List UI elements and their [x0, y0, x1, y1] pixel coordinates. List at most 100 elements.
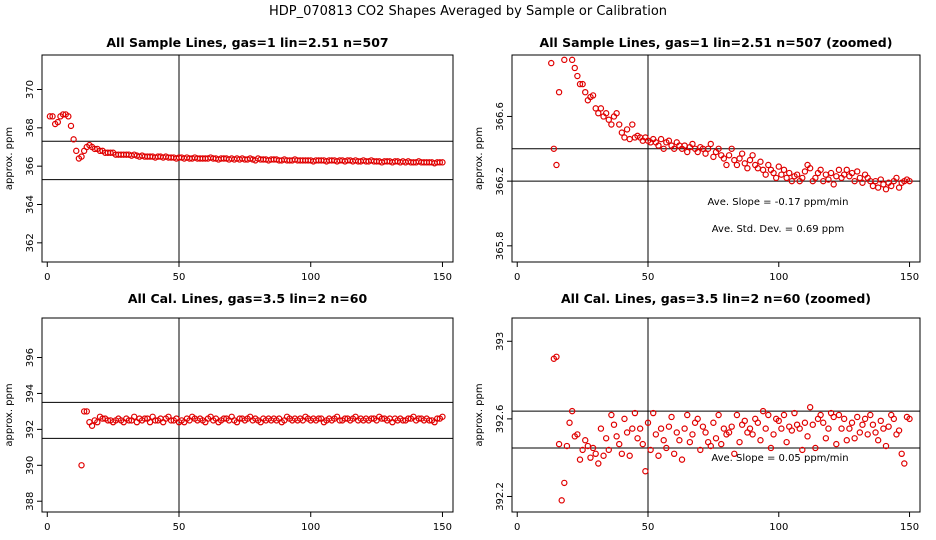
data-point [890, 415, 898, 423]
data-point [848, 419, 856, 426]
data-point [555, 88, 563, 96]
data-point [597, 425, 605, 432]
data-point [626, 452, 633, 459]
data-point [793, 171, 801, 178]
data-point [657, 135, 665, 143]
data-point [893, 174, 900, 182]
data-point [639, 440, 646, 448]
data-point [799, 174, 806, 182]
x-tick-label: 100 [301, 522, 320, 533]
plot-frame [511, 54, 921, 263]
data-point [555, 440, 563, 448]
data-point [568, 56, 576, 64]
data-point [613, 110, 620, 117]
data-point [553, 161, 560, 169]
x-tick-label: 50 [173, 522, 186, 533]
data-point [616, 121, 623, 128]
data-point [812, 444, 819, 452]
data-point [874, 437, 882, 444]
y-tick-label: 392.6 [495, 405, 506, 434]
data-point [660, 145, 667, 152]
y-tick-label: 366 [25, 157, 36, 176]
data-point [439, 159, 446, 166]
data-point [107, 149, 114, 156]
plot-frame [41, 54, 454, 263]
data-point [605, 116, 612, 123]
data-point [141, 415, 148, 422]
data-point [589, 444, 597, 452]
data-point [46, 113, 54, 120]
data-point [571, 64, 578, 72]
data-point [757, 437, 764, 444]
data-point [595, 110, 602, 117]
data-point [631, 409, 639, 417]
y-tick-label: 365.8 [495, 232, 506, 261]
data-point [804, 433, 811, 440]
data-point [436, 159, 444, 166]
data-point [678, 456, 686, 463]
data-point [582, 437, 589, 444]
data-point [644, 419, 652, 426]
data-point [906, 177, 913, 185]
y-tick-label: 396 [25, 348, 36, 367]
data-point [838, 425, 845, 432]
data-point [96, 147, 104, 155]
data-point [220, 415, 227, 422]
data-point [854, 168, 861, 175]
data-point [608, 121, 615, 128]
data-point [146, 418, 154, 426]
data-point [736, 438, 743, 446]
data-point [684, 411, 691, 419]
chart-panel-1: All Sample Lines, gas=1 lin=2.51 n=507 0 5… [4, 35, 454, 283]
data-point [636, 425, 644, 432]
data-point [152, 417, 159, 424]
data-point [822, 435, 830, 442]
data-point [702, 429, 709, 436]
data-point [405, 415, 412, 422]
data-point [744, 165, 751, 172]
data-point [775, 417, 782, 425]
x-tick-label: 0 [514, 522, 520, 533]
y-tick-label: 392.2 [495, 482, 506, 511]
data-point [796, 425, 803, 432]
data-point [699, 423, 707, 430]
plot-frame [41, 317, 454, 513]
data-point [799, 446, 806, 454]
data-point [568, 407, 576, 415]
data-point [861, 415, 869, 423]
data-point [576, 80, 584, 88]
x-tick-label: 0 [44, 272, 50, 283]
data-point [433, 415, 441, 422]
chart-title: All Sample Lines, gas=1 lin=2.51 n=507 (… [540, 35, 893, 50]
data-point [812, 174, 819, 182]
data-point [869, 421, 877, 428]
data-point [681, 425, 688, 432]
y-tick-label: 366.2 [495, 167, 506, 196]
data-point [880, 425, 887, 432]
data-point [652, 431, 660, 438]
data-point [668, 413, 675, 421]
data-point [439, 413, 446, 420]
data-point [610, 421, 618, 428]
y-tick-label: 392 [25, 420, 36, 439]
data-point [602, 435, 610, 442]
data-point [835, 166, 843, 174]
data-point [843, 166, 850, 174]
data-point [684, 148, 691, 156]
data-point [885, 423, 892, 430]
data-point [817, 411, 824, 419]
data-point [83, 408, 90, 415]
data-point [592, 450, 599, 457]
data-point [738, 150, 746, 157]
data-point [728, 423, 735, 430]
data-point [694, 148, 701, 156]
chart-title: All Cal. Lines, gas=3.5 lin=2 n=60 (zoom… [561, 291, 871, 306]
data-point [772, 174, 780, 182]
data-point [587, 454, 594, 461]
data-point [725, 152, 733, 159]
data-point [608, 411, 615, 419]
data-point [686, 438, 694, 446]
data-point [584, 442, 592, 450]
data-point [579, 80, 586, 88]
data-point [809, 421, 816, 428]
